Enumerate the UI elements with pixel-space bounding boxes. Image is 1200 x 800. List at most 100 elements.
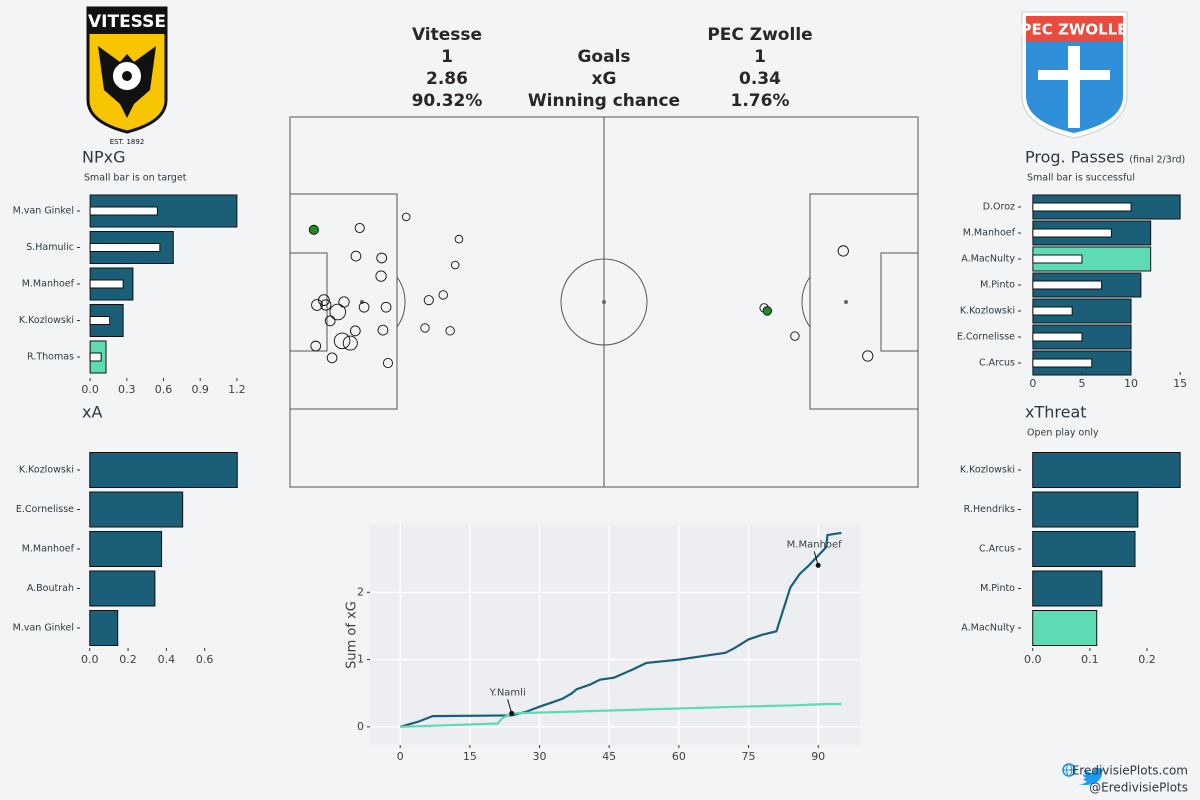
shot [333,332,351,350]
x-tick-label: 0.0 [81,383,99,396]
inner-bar [89,206,158,216]
shot [349,325,361,337]
annotation-label: M.Manhoef [787,539,843,550]
x-tick-label: 15 [463,750,477,763]
bar [89,610,119,646]
chart-title: Prog. Passes [1025,148,1124,167]
shot [438,290,448,300]
category-label: K.Kozlowski [19,465,74,476]
category-label: K.Kozlowski [960,465,1015,476]
x-tick-label: 0.6 [196,653,214,666]
y-tick-label: 1 [357,653,364,666]
category-label: C.Arcus [979,358,1015,369]
x-tick-label: 90 [811,750,825,763]
x-tick-label: 30 [533,750,547,763]
shot [450,260,460,270]
x-tick-label: 10 [1124,377,1138,390]
bar-chart: NPxG Small bar is on target M.van Ginkel S.… [13,148,246,397]
annotation-point [815,562,821,568]
shot [326,352,338,364]
chart-title: NPxG [82,148,125,167]
footer-twitter: @EredivisiePlots [1089,781,1188,795]
category-label: M.Pinto [980,583,1015,594]
category-label: K.Kozlowski [19,315,74,326]
inner-bar [89,279,124,289]
bar-chart: xThreat Open play only K.Kozlowski R.Hendri… [960,403,1181,666]
shot [318,294,330,307]
away-stat: 1.76% [731,91,790,111]
chart-subtitle: Small bar is successful [1027,173,1135,184]
category-label: K.Kozlowski [960,306,1015,317]
category-label: R.Thomas [27,352,74,363]
xg-flow-chart: 0 15 30 45 60 75 90 0 1 2 Sum of xG M.Manhoef Y.Naml… [345,525,860,763]
category-label: M.Manhoef [22,279,75,290]
title-note: (final 2/3rd) [1129,155,1185,166]
annotation-point [509,710,515,716]
shot [320,299,332,311]
category-label: S.Hamulic [26,242,74,253]
x-tick-label: 45 [602,750,616,763]
x-tick-label: 0.9 [191,383,209,396]
shot [454,234,464,244]
x-tick-label: 0.0 [1024,653,1042,666]
y-tick-label: 0 [357,720,364,733]
x-tick-label: 0.2 [119,653,137,666]
shot [790,331,800,341]
chart-subtitle: Open play only [1027,428,1099,439]
shot [377,324,389,336]
bar [1032,610,1098,646]
home-stat: 2.86 [426,69,468,89]
xg-line [400,702,842,728]
home-logo-est: EST. 1892 [110,138,145,146]
bar [1032,491,1139,528]
inner-bar [1032,358,1093,368]
category-label: D.Oroz [983,202,1015,213]
category-label: E.Cornelisse [957,332,1015,343]
shot [862,350,874,362]
x-tick-label: 0.6 [155,383,173,396]
home-team: Vitesse [412,25,482,45]
away-logo: PEC ZWOLLE [1020,11,1128,139]
y-tick-label: 2 [357,585,364,598]
x-tick-label: 0.3 [118,383,136,396]
category-label: M.Manhoef [22,544,75,555]
bar [89,570,156,607]
bar [1032,452,1181,488]
annotation-label: Y.Namli [489,687,526,698]
stat-label: Goals [577,47,630,67]
chart-title: xThreat [1025,403,1087,422]
category-label: A.MacNulty [961,254,1015,265]
x-tick-label: 0.4 [158,653,176,666]
stat-label: xG [592,69,617,89]
away-stat: 0.34 [739,69,781,89]
shot [310,340,322,352]
xg-line [399,532,842,728]
shot [324,315,336,327]
x-tick-label: 0 [1029,377,1036,390]
shot [358,301,370,313]
category-label: M.Pinto [980,280,1015,291]
home-stat: 1 [441,47,453,67]
chart-subtitle: Small bar is on target [84,173,187,184]
inner-bar [1032,254,1083,264]
shot [401,212,411,222]
x-tick-label: 60 [672,750,686,763]
shot [350,250,362,262]
shot [380,301,392,313]
inner-bar [1032,332,1083,342]
shot-map [308,212,874,369]
x-tick-label: 1.2 [228,383,246,396]
inner-bar [89,243,161,252]
y-axis-label: Sum of xG [345,601,360,669]
shot [762,306,772,316]
category-label: M.Manhoef [963,228,1016,239]
inner-bar [89,352,102,362]
footer: EredivisiePlots.com @EredivisiePlots [1062,763,1188,795]
category-label: A.Boutrah [27,583,74,594]
inner-bar [1032,202,1132,212]
x-tick-label: 15 [1173,377,1187,390]
bar-chart: Prog. Passes (final 2/3rd) Small bar is su… [957,148,1187,391]
category-label: A.MacNulty [961,623,1015,634]
category-label: E.Cornelisse [16,504,74,515]
